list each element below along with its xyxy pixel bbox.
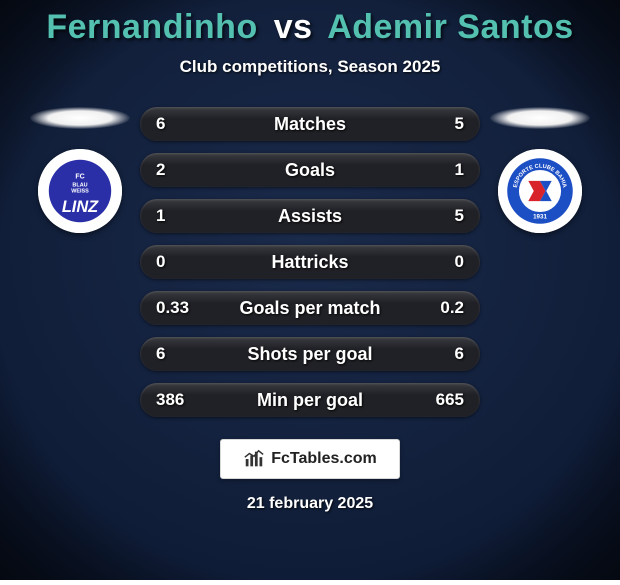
club-badge-right: ESPORTE CLUBE BAHIA 1931 <box>498 149 582 233</box>
club-badge-left: FC BLAU WEISS LINZ <box>38 149 122 233</box>
player2-silhouette-halo <box>490 107 590 129</box>
page-title: Fernandinho vs Ademir Santos <box>46 8 573 47</box>
stat-row: 2Goals1 <box>140 153 480 187</box>
stat-row: 6Shots per goal6 <box>140 337 480 371</box>
stat-row: 1Assists5 <box>140 199 480 233</box>
stat-left-value: 6 <box>156 114 198 134</box>
player2-name: Ademir Santos <box>327 8 573 46</box>
source-label: FcTables.com <box>271 450 377 468</box>
stat-row: 6Matches5 <box>140 107 480 141</box>
title-vs: vs <box>274 8 313 46</box>
club-crest-right-icon: ESPORTE CLUBE BAHIA 1931 <box>501 152 579 230</box>
stat-row: 386Min per goal665 <box>140 383 480 417</box>
source-badge[interactable]: FcTables.com <box>220 439 400 479</box>
stat-left-value: 0.33 <box>156 298 198 318</box>
left-side: FC BLAU WEISS LINZ <box>20 107 140 233</box>
player1-name: Fernandinho <box>46 8 257 46</box>
player1-silhouette-halo <box>30 107 130 129</box>
stat-left-value: 6 <box>156 344 198 364</box>
chart-icon <box>243 448 265 470</box>
subtitle: Club competitions, Season 2025 <box>180 57 441 77</box>
svg-text:1931: 1931 <box>533 213 547 220</box>
stat-right-value: 5 <box>422 114 464 134</box>
svg-text:BLAU: BLAU <box>72 182 87 188</box>
stats-table: 6Matches5 2Goals1 1Assists5 0Hattricks0 0.33… <box>140 107 480 417</box>
stat-left-value: 2 <box>156 160 198 180</box>
stat-left-value: 386 <box>156 390 198 410</box>
svg-text:LINZ: LINZ <box>62 198 99 216</box>
stat-right-value: 5 <box>422 206 464 226</box>
stat-row: 0.33Goals per match0.2 <box>140 291 480 325</box>
stat-right-value: 0 <box>422 252 464 272</box>
stat-row: 0Hattricks0 <box>140 245 480 279</box>
date-label: 21 february 2025 <box>247 495 373 513</box>
stat-left-value: 0 <box>156 252 198 272</box>
comparison-panel: FC BLAU WEISS LINZ 6Matches5 2Goals1 1Assi… <box>0 107 620 417</box>
stat-right-value: 665 <box>422 390 464 410</box>
stat-left-value: 1 <box>156 206 198 226</box>
stat-right-value: 1 <box>422 160 464 180</box>
svg-text:WEISS: WEISS <box>71 189 89 195</box>
stat-right-value: 0.2 <box>422 298 464 318</box>
stat-right-value: 6 <box>422 344 464 364</box>
right-side: ESPORTE CLUBE BAHIA 1931 <box>480 107 600 233</box>
svg-text:FC: FC <box>75 174 84 181</box>
club-crest-left-icon: FC BLAU WEISS LINZ <box>41 152 119 230</box>
